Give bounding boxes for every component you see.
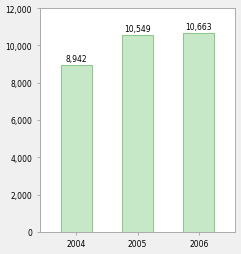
- Text: 10,663: 10,663: [186, 23, 212, 32]
- Text: 8,942: 8,942: [66, 55, 87, 64]
- Text: 10,549: 10,549: [124, 25, 151, 34]
- Bar: [183, 34, 214, 232]
- Bar: [61, 66, 92, 232]
- Bar: [122, 36, 153, 232]
